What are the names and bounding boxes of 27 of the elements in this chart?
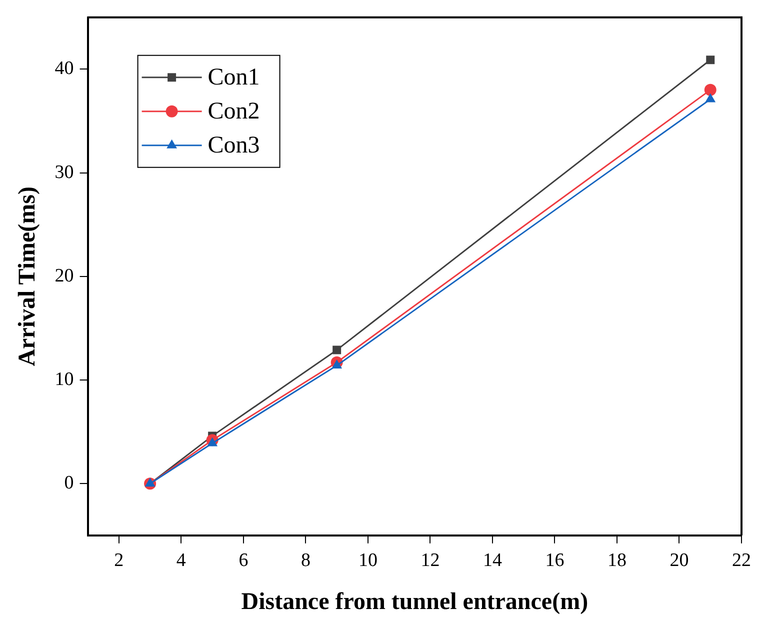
x-tick-label: 2 <box>114 550 124 571</box>
x-axis-title: Distance from tunnel entrance(m) <box>241 588 588 615</box>
y-tick-label: 0 <box>64 472 74 494</box>
x-tick-label: 12 <box>420 550 440 571</box>
y-axis-title: Arrival Time(ms) <box>14 186 41 366</box>
y-tick-label: 10 <box>54 368 74 390</box>
x-tick-label: 8 <box>300 550 310 571</box>
x-tick-label: 4 <box>176 550 186 571</box>
y-tick-label: 20 <box>54 265 74 286</box>
point <box>332 359 342 368</box>
y-tick-label: 30 <box>54 162 74 183</box>
x-tick-label: 20 <box>670 550 689 571</box>
x-tick-label: 10 <box>358 550 378 571</box>
point <box>704 84 716 96</box>
x-tick-label: 18 <box>607 550 626 571</box>
point <box>706 56 715 64</box>
point <box>332 346 342 354</box>
x-tick-label: 14 <box>482 550 502 571</box>
x-tick-label: 16 <box>545 550 564 571</box>
point <box>705 93 716 102</box>
x-tick-label: 6 <box>238 550 248 571</box>
point <box>207 437 218 446</box>
y-tick-label: 40 <box>54 58 74 80</box>
x-tick-label: 22 <box>732 550 751 571</box>
legend-label: Con3 <box>208 132 260 159</box>
legend-label: Con2 <box>208 98 260 125</box>
legend-label: Con1 <box>208 64 260 91</box>
